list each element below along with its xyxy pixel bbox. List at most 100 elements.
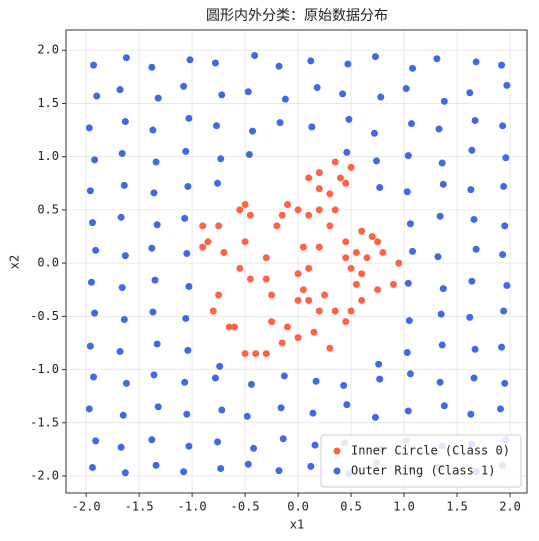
point bbox=[118, 284, 126, 292]
series bbox=[199, 158, 403, 358]
point bbox=[311, 441, 319, 449]
point bbox=[374, 238, 382, 246]
point bbox=[118, 149, 126, 157]
point bbox=[92, 437, 100, 445]
point bbox=[331, 158, 339, 166]
x-tick-label: -2.0 bbox=[72, 500, 101, 514]
point bbox=[249, 127, 257, 135]
point bbox=[342, 254, 350, 262]
point bbox=[312, 377, 320, 385]
point bbox=[209, 307, 217, 315]
point bbox=[154, 403, 162, 411]
point bbox=[214, 438, 222, 446]
point bbox=[204, 238, 212, 246]
point bbox=[152, 461, 160, 469]
point bbox=[183, 410, 191, 418]
point bbox=[471, 345, 479, 353]
point bbox=[470, 374, 478, 382]
point bbox=[405, 317, 413, 325]
point bbox=[379, 248, 387, 256]
point bbox=[117, 213, 125, 221]
point bbox=[91, 156, 99, 164]
point bbox=[231, 323, 239, 331]
point bbox=[215, 222, 223, 230]
point bbox=[326, 344, 334, 352]
point bbox=[403, 349, 411, 357]
x-tick-label: 0.5 bbox=[340, 500, 362, 514]
point bbox=[294, 296, 302, 304]
point bbox=[86, 187, 94, 195]
point bbox=[466, 313, 474, 321]
point bbox=[299, 243, 307, 251]
point bbox=[199, 222, 207, 230]
point bbox=[498, 343, 506, 351]
point bbox=[371, 53, 379, 61]
point bbox=[121, 469, 129, 477]
point bbox=[342, 318, 350, 326]
point bbox=[436, 212, 444, 220]
point bbox=[305, 296, 313, 304]
point bbox=[275, 467, 283, 475]
point bbox=[91, 309, 99, 317]
point bbox=[406, 220, 414, 228]
y-tick-label: -2.0 bbox=[30, 468, 59, 482]
point bbox=[268, 291, 276, 299]
point bbox=[407, 120, 415, 128]
point bbox=[116, 347, 124, 355]
point bbox=[154, 94, 162, 102]
point bbox=[376, 184, 384, 192]
point bbox=[402, 85, 410, 93]
point bbox=[299, 286, 307, 294]
point bbox=[310, 328, 318, 336]
point bbox=[374, 286, 382, 294]
point bbox=[339, 90, 347, 98]
point bbox=[212, 122, 220, 130]
point bbox=[307, 462, 315, 470]
point bbox=[85, 124, 93, 132]
point bbox=[87, 278, 95, 286]
point bbox=[500, 307, 508, 315]
point bbox=[241, 350, 249, 358]
point bbox=[404, 407, 412, 415]
point bbox=[294, 334, 302, 342]
point bbox=[216, 362, 224, 370]
point bbox=[313, 83, 321, 91]
legend-label: Inner Circle (Class 0) bbox=[351, 444, 510, 458]
point bbox=[395, 259, 403, 267]
point bbox=[276, 119, 284, 127]
x-axis-label: x1 bbox=[290, 518, 304, 532]
point bbox=[92, 246, 100, 254]
point bbox=[268, 318, 276, 326]
point bbox=[499, 122, 507, 130]
point bbox=[122, 54, 130, 62]
point bbox=[181, 378, 189, 386]
point bbox=[275, 62, 283, 70]
point bbox=[358, 296, 366, 304]
point bbox=[211, 59, 219, 67]
point bbox=[116, 86, 124, 94]
point bbox=[90, 373, 98, 381]
point bbox=[120, 316, 128, 324]
point bbox=[468, 277, 476, 285]
point bbox=[278, 339, 286, 347]
point bbox=[409, 247, 417, 255]
point bbox=[121, 252, 129, 260]
point bbox=[404, 279, 412, 287]
point bbox=[122, 379, 130, 387]
x-tick-label: -0.5 bbox=[231, 500, 260, 514]
y-tick-label: 0.0 bbox=[37, 256, 59, 270]
point bbox=[344, 60, 352, 68]
point bbox=[150, 371, 158, 379]
point bbox=[185, 114, 193, 122]
point bbox=[309, 409, 317, 417]
point bbox=[321, 291, 329, 299]
point bbox=[283, 323, 291, 331]
point bbox=[246, 275, 254, 283]
point bbox=[331, 206, 339, 214]
point bbox=[502, 154, 510, 162]
point bbox=[150, 189, 158, 197]
y-tick-label: 2.0 bbox=[37, 43, 59, 57]
point bbox=[185, 283, 193, 291]
plot-frame bbox=[65, 29, 528, 494]
